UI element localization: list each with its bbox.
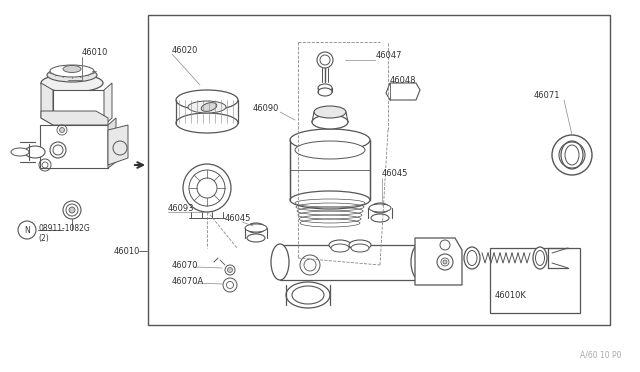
Polygon shape (41, 111, 108, 125)
Ellipse shape (318, 84, 332, 92)
Ellipse shape (245, 224, 267, 232)
Ellipse shape (318, 88, 332, 96)
Ellipse shape (351, 244, 369, 252)
Ellipse shape (314, 106, 346, 118)
Ellipse shape (188, 101, 226, 113)
Bar (490, 248, 580, 313)
Text: 46047: 46047 (376, 51, 403, 60)
Bar (148, 15, 610, 325)
Ellipse shape (371, 203, 389, 213)
Text: 46090: 46090 (253, 103, 280, 112)
Polygon shape (108, 125, 128, 165)
Text: 46045: 46045 (225, 214, 252, 222)
Circle shape (69, 207, 75, 213)
Ellipse shape (290, 191, 370, 209)
Polygon shape (290, 140, 370, 200)
Ellipse shape (11, 148, 29, 156)
Text: 46010―: 46010― (113, 247, 148, 257)
Ellipse shape (25, 146, 45, 158)
Text: 46010: 46010 (82, 48, 108, 57)
Text: 46071: 46071 (534, 90, 561, 99)
Ellipse shape (295, 141, 365, 159)
Text: 46048: 46048 (390, 76, 417, 84)
Ellipse shape (411, 244, 429, 280)
Ellipse shape (47, 68, 97, 82)
Ellipse shape (247, 234, 265, 242)
Polygon shape (108, 118, 116, 168)
Text: (2): (2) (38, 234, 49, 243)
Ellipse shape (464, 247, 480, 269)
Circle shape (60, 128, 65, 132)
Polygon shape (41, 83, 53, 125)
Circle shape (443, 260, 447, 264)
Polygon shape (386, 83, 420, 100)
Ellipse shape (286, 282, 330, 308)
Ellipse shape (329, 240, 351, 250)
Ellipse shape (41, 74, 103, 92)
Text: A/60 10 P0: A/60 10 P0 (580, 350, 621, 359)
Text: 46070: 46070 (172, 260, 198, 269)
Text: 08911-1082G: 08911-1082G (38, 224, 90, 232)
Ellipse shape (290, 129, 370, 151)
Ellipse shape (369, 204, 391, 212)
Circle shape (227, 267, 232, 273)
Polygon shape (40, 125, 108, 168)
Text: 46020: 46020 (172, 45, 198, 55)
Ellipse shape (201, 103, 217, 111)
Ellipse shape (292, 286, 324, 304)
Ellipse shape (371, 214, 389, 222)
Polygon shape (104, 83, 112, 125)
Polygon shape (53, 90, 104, 125)
Ellipse shape (271, 244, 289, 280)
Ellipse shape (176, 113, 238, 133)
Ellipse shape (533, 247, 547, 269)
Ellipse shape (349, 240, 371, 250)
Polygon shape (415, 238, 462, 285)
Polygon shape (280, 245, 420, 280)
Text: 46093: 46093 (168, 203, 195, 212)
Ellipse shape (331, 244, 349, 252)
Text: 46010K: 46010K (495, 291, 527, 299)
Ellipse shape (63, 65, 81, 73)
Ellipse shape (247, 223, 265, 233)
Text: 46045: 46045 (382, 169, 408, 177)
Text: N: N (24, 225, 30, 234)
Ellipse shape (50, 65, 94, 77)
Text: 46070A: 46070A (172, 278, 204, 286)
Ellipse shape (312, 115, 348, 129)
Ellipse shape (176, 90, 238, 110)
